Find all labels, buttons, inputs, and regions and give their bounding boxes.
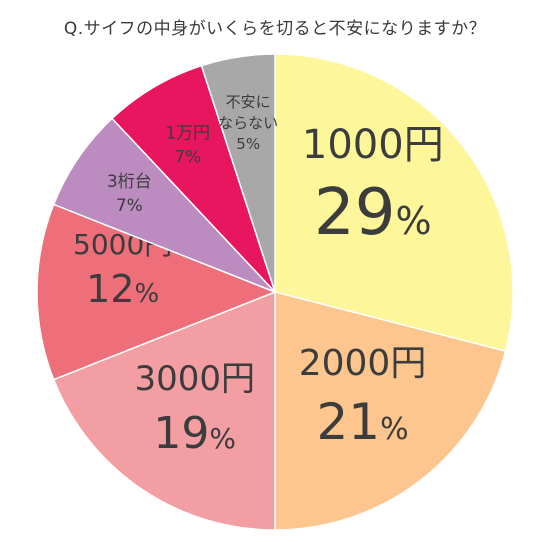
pie-slice-1: [274, 53, 514, 353]
pie-slice-7: [200, 53, 276, 293]
value-label: 7%: [174, 147, 201, 167]
value-label: 7%: [116, 196, 143, 216]
category-label: 1000円: [302, 122, 444, 168]
value-label: 29%: [314, 176, 432, 250]
slice-label-3: 3000円 19%: [134, 359, 255, 459]
category-label: ならない: [218, 114, 278, 132]
pie-slice-3: [52, 290, 276, 531]
chart-title: Q.サイフの中身がいくらを切ると不安になりますか？: [63, 19, 487, 39]
category-label: 3桁台: [107, 172, 152, 192]
value-label: 21%: [316, 393, 408, 451]
value-label: 12%: [86, 267, 159, 311]
pie-slice-2: [274, 291, 507, 531]
slice-label-1: 1000円 29%: [302, 122, 444, 250]
pie-slice-6: [111, 64, 276, 293]
category-label: 2000円: [299, 343, 427, 384]
value-label: 5%: [236, 135, 260, 153]
value-label: 19%: [153, 408, 236, 459]
category-label: 3000円: [134, 359, 255, 399]
pie-slice-4: [36, 203, 278, 381]
category-label: 1万円: [165, 123, 210, 143]
pie-slice-5: [52, 117, 276, 293]
slice-label-2: 2000円 21%: [299, 343, 427, 451]
category-label: 不安に: [226, 93, 271, 111]
